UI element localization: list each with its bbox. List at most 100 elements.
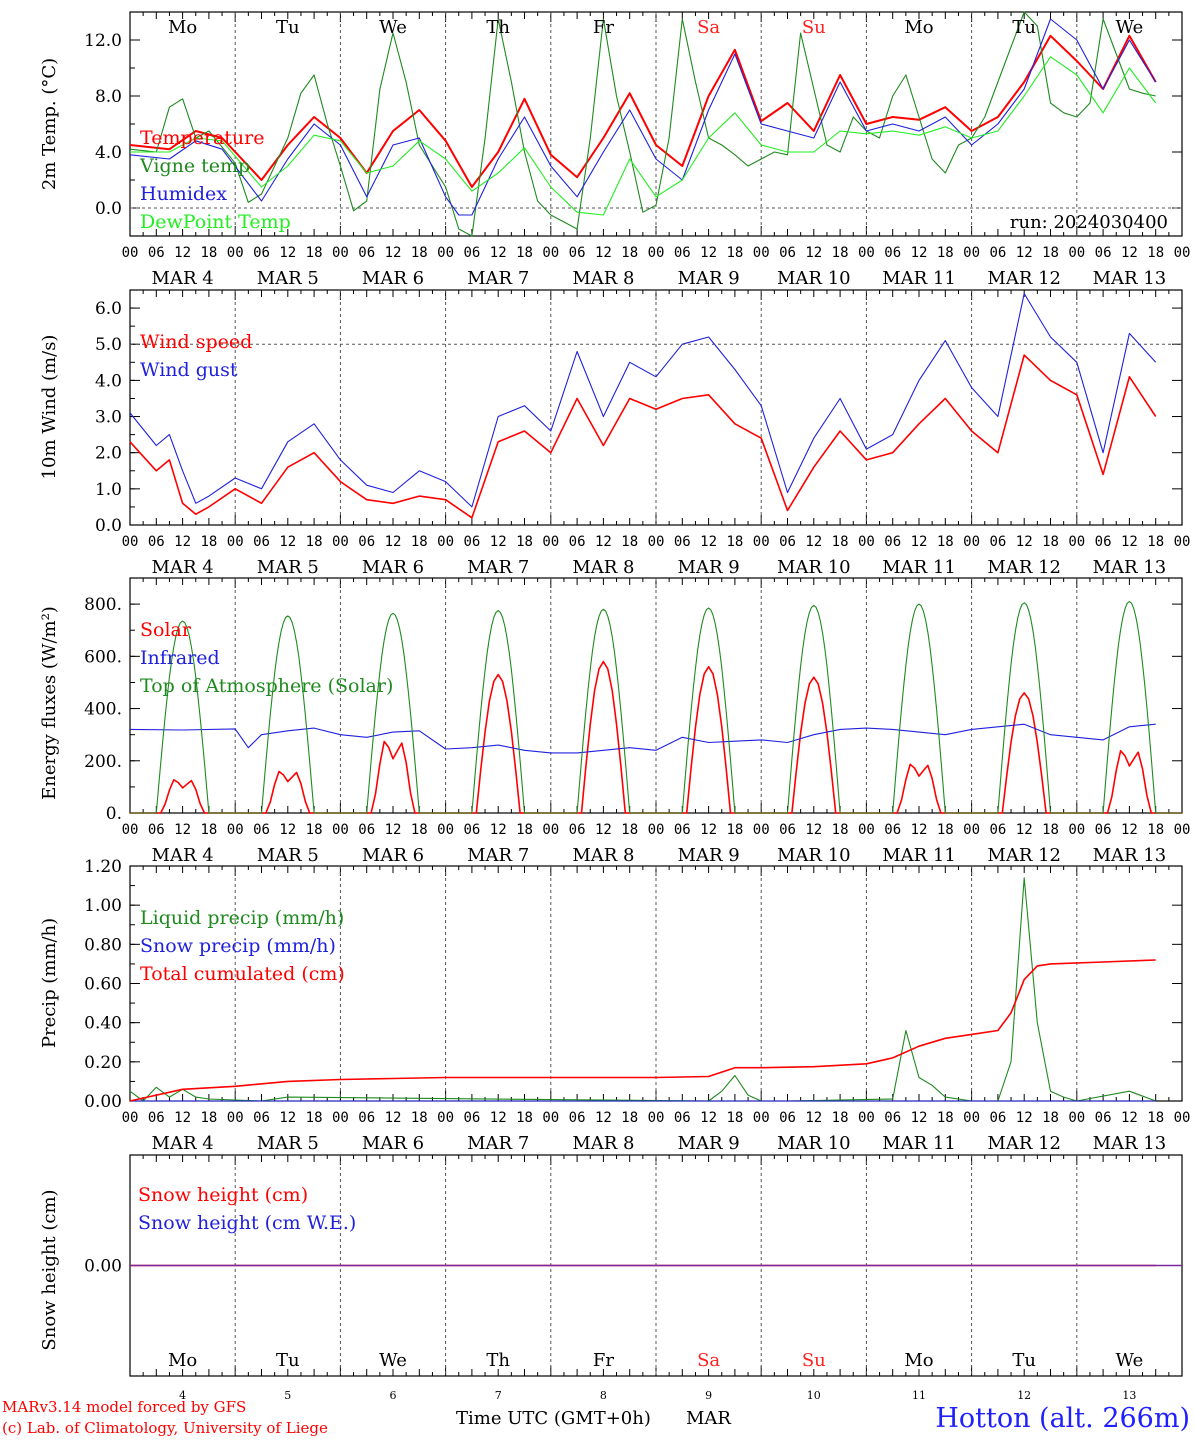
hour-tick-label: 12 [805, 822, 822, 838]
hour-tick-label: 18 [832, 245, 849, 261]
hour-tick-label: 00 [437, 822, 454, 838]
date-label: MAR 4 [152, 1133, 214, 1154]
series-line [129, 723, 1156, 754]
legend-entry: Vigne temp [139, 155, 250, 177]
hour-tick-label: 12 [700, 245, 717, 261]
date-label: MAR 13 [1093, 845, 1167, 866]
hour-tick-label: 06 [779, 1110, 796, 1126]
hour-tick-label: 12 [279, 1110, 296, 1126]
day-name: We [1116, 1350, 1144, 1371]
hour-tick-label: 00 [1068, 245, 1085, 261]
day-name: Mo [904, 17, 933, 38]
hour-tick-label: 12 [1121, 822, 1138, 838]
date-label: MAR 13 [1093, 557, 1167, 578]
legend-entry: Liquid precip (mm/h) [140, 907, 344, 929]
y-tick-label: 5.0 [95, 335, 122, 355]
hour-tick-label: 18 [411, 245, 428, 261]
hour-tick-label: 12 [700, 822, 717, 838]
date-label: MAR 6 [362, 1133, 424, 1154]
hour-tick-label: 06 [148, 1110, 165, 1126]
hour-tick-label: 00 [753, 534, 770, 550]
hour-tick-label: 18 [1147, 534, 1164, 550]
hour-tick-label: 18 [200, 822, 217, 838]
hour-tick-label: 12 [911, 245, 928, 261]
hour-tick-label: 06 [358, 1110, 375, 1126]
hour-tick-label: 00 [963, 1110, 980, 1126]
hour-tick-label: 00 [437, 534, 454, 550]
y-axis-label: 10m Wind (m/s) [39, 335, 60, 480]
y-tick-label: 0.0 [95, 516, 122, 536]
day-name: Tu [1012, 1350, 1036, 1371]
run-label: run: 2024030400 [1010, 212, 1168, 233]
series-line [129, 354, 1157, 519]
y-tick-label: 4.0 [95, 143, 122, 163]
hour-tick-label: 18 [621, 245, 638, 261]
hour-tick-label: 18 [411, 822, 428, 838]
hour-tick-label: 06 [884, 822, 901, 838]
hour-tick-label: 12 [911, 822, 928, 838]
day-name: Th [486, 17, 510, 38]
hour-tick-label: 06 [884, 534, 901, 550]
hour-tick-label: 06 [569, 1110, 586, 1126]
date-label: MAR 10 [777, 268, 851, 289]
hour-tick-label: 06 [989, 1110, 1006, 1126]
day-name: Su [802, 17, 826, 38]
y-axis-label: Energy fluxes (W/m²) [39, 606, 60, 800]
day-number: 4 [179, 1389, 186, 1402]
day-name: Th [486, 1350, 510, 1371]
hour-tick-label: 00 [332, 245, 349, 261]
hour-tick-label: 18 [726, 822, 743, 838]
hour-tick-label: 12 [490, 822, 507, 838]
series-line [129, 877, 1156, 1102]
y-axis-label: Precip (mm/h) [39, 918, 60, 1048]
hour-tick-label: 18 [411, 1110, 428, 1126]
hour-tick-label: 18 [1042, 245, 1059, 261]
day-name: Tu [276, 17, 300, 38]
y-tick-label: 0. [106, 804, 122, 824]
day-name: Tu [1012, 17, 1036, 38]
legend-entry: Top of Atmosphere (Solar) [140, 675, 393, 697]
hour-tick-label: 06 [569, 245, 586, 261]
legend-entry: DewPoint Temp [140, 211, 291, 233]
hour-tick-label: 00 [122, 1110, 139, 1126]
day-name: Su [802, 1350, 826, 1371]
hour-tick-label: 12 [174, 245, 191, 261]
hour-tick-label: 00 [332, 1110, 349, 1126]
hour-tick-label: 00 [332, 822, 349, 838]
hour-tick-label: 00 [753, 822, 770, 838]
hour-tick-label: 12 [595, 245, 612, 261]
hour-tick-label: 00 [648, 245, 665, 261]
y-axis-label: Snow height (cm) [39, 1189, 60, 1350]
hour-tick-label: 18 [937, 245, 954, 261]
day-name: Tu [276, 1350, 300, 1371]
hour-tick-label: 06 [674, 245, 691, 261]
y-tick-label: 2.0 [95, 444, 122, 464]
hour-tick-label: 00 [437, 245, 454, 261]
hour-tick-label: 00 [122, 245, 139, 261]
legend-entry: Wind gust [140, 359, 238, 381]
hour-tick-label: 12 [385, 822, 402, 838]
day-name: We [379, 1350, 407, 1371]
hour-tick-label: 12 [279, 245, 296, 261]
y-tick-label: 0.00 [84, 1257, 122, 1277]
day-number: 5 [284, 1389, 291, 1402]
series-line [129, 293, 1157, 508]
hour-tick-label: 12 [385, 1110, 402, 1126]
hour-tick-label: 18 [937, 534, 954, 550]
hour-tick-label: 12 [700, 1110, 717, 1126]
y-tick-label: 400. [84, 700, 122, 720]
hour-tick-label: 06 [884, 1110, 901, 1126]
hour-tick-label: 06 [779, 822, 796, 838]
date-label: MAR 6 [362, 845, 424, 866]
day-name: Mo [168, 1350, 197, 1371]
hour-tick-label: 12 [595, 1110, 612, 1126]
hour-tick-label: 12 [174, 822, 191, 838]
date-label: MAR 5 [257, 557, 319, 578]
series-line [129, 959, 1156, 1102]
date-label: MAR 8 [572, 845, 634, 866]
day-name: Mo [168, 17, 197, 38]
hour-tick-label: 00 [753, 245, 770, 261]
date-label: MAR 9 [678, 1133, 740, 1154]
hour-tick-label: 18 [1147, 1110, 1164, 1126]
hour-tick-label: 12 [1121, 245, 1138, 261]
